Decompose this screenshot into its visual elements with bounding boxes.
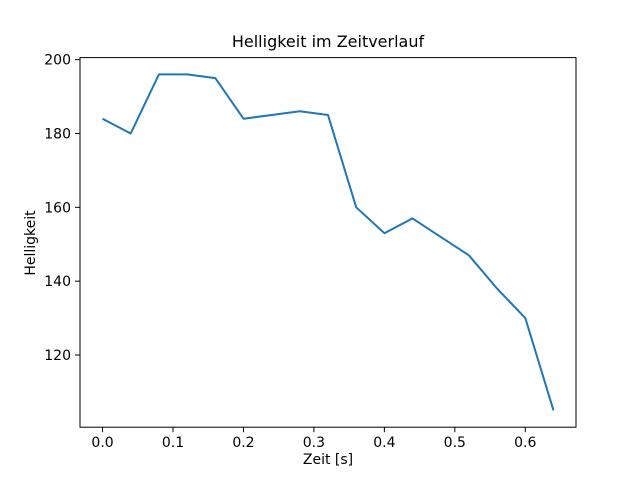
y-tick-label: 180 bbox=[44, 126, 71, 142]
y-tick-label: 120 bbox=[44, 348, 71, 364]
x-tick-label: 0.3 bbox=[303, 435, 325, 451]
y-tick-label: 140 bbox=[44, 274, 71, 290]
x-tick-label: 0.5 bbox=[444, 435, 466, 451]
y-axis-label: Helligkeit bbox=[23, 210, 39, 276]
x-tick-label: 0.1 bbox=[162, 435, 184, 451]
x-axis-label: Zeit [s] bbox=[302, 452, 354, 468]
axes-spines bbox=[79, 57, 577, 428]
y-tick-label: 200 bbox=[44, 53, 71, 69]
x-tick-label: 0.6 bbox=[514, 435, 536, 451]
x-tick-label: 0.0 bbox=[91, 435, 113, 451]
chart-title: Helligkeit im Zeitverlauf bbox=[231, 32, 425, 51]
data-line bbox=[102, 73, 555, 411]
x-tick-label: 0.4 bbox=[373, 435, 395, 451]
x-tick-label: 0.2 bbox=[232, 435, 254, 451]
y-tick-label: 160 bbox=[44, 200, 71, 216]
